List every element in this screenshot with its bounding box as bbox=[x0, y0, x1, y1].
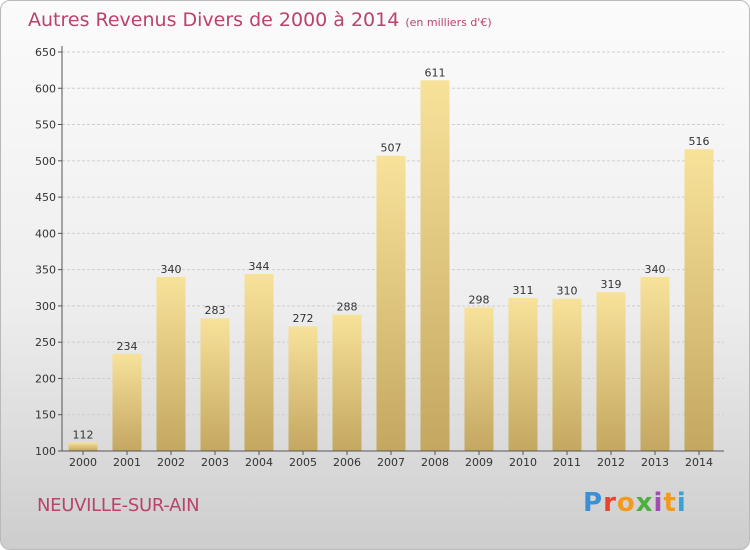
data-label: 310 bbox=[557, 285, 578, 298]
data-label: 288 bbox=[337, 301, 358, 314]
bar bbox=[112, 353, 142, 451]
y-tick-label: 650 bbox=[35, 46, 56, 59]
x-tick-label: 2014 bbox=[685, 456, 713, 469]
x-tick-label: 2013 bbox=[641, 456, 669, 469]
y-tick-label: 350 bbox=[35, 264, 56, 277]
data-label: 298 bbox=[469, 293, 490, 306]
bar bbox=[464, 307, 494, 451]
data-label: 311 bbox=[513, 284, 534, 297]
bar bbox=[420, 80, 450, 451]
chart-title-row: Autres Revenus Divers de 2000 à 2014 (en … bbox=[28, 9, 492, 31]
y-tick-label: 150 bbox=[35, 409, 56, 422]
data-label: 234 bbox=[117, 340, 138, 353]
x-tick-label: 2006 bbox=[333, 456, 361, 469]
x-tick-label: 2000 bbox=[69, 456, 97, 469]
bar bbox=[376, 155, 406, 452]
x-tick-label: 2003 bbox=[201, 456, 229, 469]
x-tick-label: 2007 bbox=[377, 456, 405, 469]
y-tick-label: 400 bbox=[35, 227, 56, 240]
bar bbox=[68, 442, 98, 451]
axes bbox=[58, 46, 724, 455]
bar bbox=[508, 297, 538, 451]
bar bbox=[596, 292, 626, 451]
y-tick-label: 100 bbox=[35, 445, 56, 458]
x-tick-label: 2011 bbox=[553, 456, 581, 469]
data-label: 319 bbox=[601, 278, 622, 291]
data-label: 340 bbox=[645, 263, 666, 276]
data-label: 507 bbox=[381, 142, 402, 155]
bar bbox=[684, 149, 714, 451]
data-label: 340 bbox=[161, 263, 182, 276]
data-label: 344 bbox=[249, 260, 270, 273]
x-tick-label: 2005 bbox=[289, 456, 317, 469]
data-label: 272 bbox=[293, 312, 314, 325]
x-tick-label: 2010 bbox=[509, 456, 537, 469]
x-tick-label: 2009 bbox=[465, 456, 493, 469]
bar bbox=[200, 318, 230, 451]
x-tick-label: 2002 bbox=[157, 456, 185, 469]
place-name: NEUVILLE-SUR-AIN bbox=[37, 495, 200, 516]
x-tick-label: 2001 bbox=[113, 456, 141, 469]
data-label: 611 bbox=[425, 66, 446, 79]
bar bbox=[640, 276, 670, 451]
y-tick-label: 450 bbox=[35, 191, 56, 204]
bar bbox=[288, 326, 318, 451]
data-label: 516 bbox=[689, 135, 710, 148]
y-tick-label: 500 bbox=[35, 155, 56, 168]
chart-title: Autres Revenus Divers de 2000 à 2014 bbox=[28, 9, 400, 31]
bar bbox=[244, 273, 274, 451]
data-label: 283 bbox=[205, 304, 226, 317]
bar bbox=[332, 314, 362, 451]
data-label: 112 bbox=[73, 428, 94, 441]
proxiti-logo: Proxiti bbox=[583, 488, 687, 518]
tick-labels: 100 150 200 250 300 350 400 450 500 550 600 650 112 2… bbox=[35, 46, 713, 469]
chart-subtitle: (en milliers d'€) bbox=[405, 16, 492, 29]
y-tick-label: 600 bbox=[35, 82, 56, 95]
y-tick-label: 250 bbox=[35, 336, 56, 349]
bar bbox=[156, 276, 186, 451]
bar bbox=[552, 298, 582, 451]
x-tick-label: 2012 bbox=[597, 456, 625, 469]
x-tick-label: 2008 bbox=[421, 456, 449, 469]
y-tick-label: 550 bbox=[35, 119, 56, 132]
y-tick-label: 200 bbox=[35, 372, 56, 385]
y-tick-label: 300 bbox=[35, 300, 56, 313]
bars bbox=[68, 80, 714, 452]
x-tick-label: 2004 bbox=[245, 456, 273, 469]
